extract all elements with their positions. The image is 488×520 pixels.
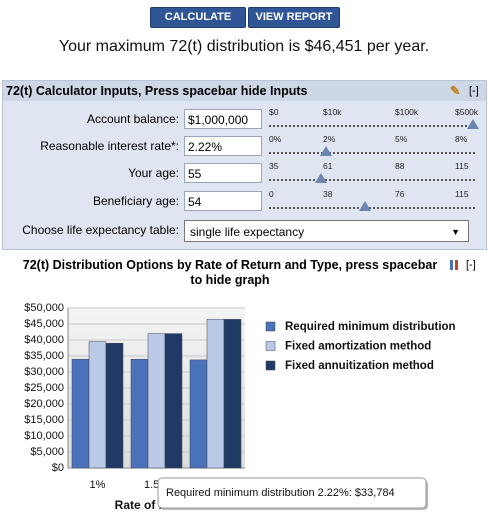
- field-input[interactable]: $1,000,000: [184, 109, 262, 129]
- slider-handle[interactable]: [320, 146, 332, 156]
- bar: [206, 318, 225, 469]
- y-tick-label: $15,000: [24, 414, 64, 426]
- y-tick-label: $25,000: [24, 382, 64, 394]
- slider-tick-label: 88: [395, 161, 405, 171]
- slider-tick-label: 76: [395, 189, 405, 199]
- legend-swatch: [265, 321, 276, 332]
- panel-title: 72(t) Calculator Inputs, Press spacebar …: [6, 84, 308, 98]
- slider-track: [269, 207, 475, 209]
- legend-label: Fixed annuitization method: [285, 360, 434, 372]
- bar: [223, 319, 242, 469]
- y-tick-label: $5,000: [30, 446, 64, 458]
- bar: [189, 359, 208, 469]
- tooltip-text: Required minimum distribution 2.22%: $33…: [166, 487, 395, 499]
- y-tick-label: $30,000: [24, 366, 64, 378]
- slider-tick-label: 5%: [395, 134, 408, 144]
- slider-track: [269, 179, 475, 181]
- inputs-panel: 72(t) Calculator Inputs, Press spacebar …: [2, 80, 487, 250]
- view-report-button[interactable]: VIEW REPORT: [248, 7, 340, 28]
- slider-tick-label: $0: [269, 107, 279, 117]
- slider-handle[interactable]: [359, 201, 371, 211]
- field-input[interactable]: 54: [184, 191, 262, 211]
- x-tick-label: 1%: [90, 479, 106, 491]
- bar: [147, 333, 166, 469]
- y-tick-label: $50,000: [24, 302, 64, 314]
- y-tick-label: $45,000: [24, 318, 64, 330]
- graph-collapse[interactable]: [-]: [466, 259, 476, 271]
- field-label: Beneficiary age:: [92, 194, 179, 208]
- calculate-button[interactable]: CALCULATE: [150, 7, 246, 28]
- graph-title: 72(t) Distribution Options by Rate of Re…: [22, 258, 438, 287]
- slider-tick-label: 38: [323, 189, 333, 199]
- tooltip-box: [157, 477, 427, 509]
- y-tick-label: $0: [52, 462, 64, 474]
- select-arrow: ▼: [451, 227, 460, 237]
- field-label: Reasonable interest rate*:: [40, 139, 179, 153]
- field-input[interactable]: 2.22%: [184, 136, 262, 156]
- bar: [130, 358, 149, 469]
- slider-tick-label: 115: [455, 189, 469, 199]
- bar: [71, 358, 90, 469]
- select-label: Choose life expectancy table:: [22, 223, 179, 237]
- slider-track: [269, 152, 475, 154]
- field-input[interactable]: 55: [184, 163, 262, 183]
- slider-handle[interactable]: [315, 173, 327, 183]
- slider-track: [269, 125, 475, 127]
- y-tick-label: $35,000: [24, 350, 64, 362]
- chart-icon[interactable]: [450, 260, 458, 270]
- collapse-toggle[interactable]: [-]: [469, 85, 479, 97]
- y-tick-label: $40,000: [24, 334, 64, 346]
- slider-tick-label: 2%: [323, 134, 336, 144]
- y-tick-label: $20,000: [24, 398, 64, 410]
- bar: [105, 342, 124, 469]
- select-value: single life expectancy: [190, 225, 305, 239]
- slider-tick-label: 8%: [455, 134, 468, 144]
- field-label: Your age:: [128, 166, 179, 180]
- y-tick-label: $10,000: [24, 430, 64, 442]
- slider-tick-label: 35: [269, 161, 279, 171]
- panel-header: 72(t) Calculator Inputs, Press spacebar …: [3, 81, 486, 101]
- slider-tick-label: $100k: [395, 107, 419, 117]
- field-label: Account balance:: [86, 112, 179, 126]
- slider-tick-label: $10k: [323, 107, 342, 117]
- slider-tick-label: $500k: [455, 107, 479, 117]
- edit-icon[interactable]: ✎: [450, 84, 461, 98]
- legend-label: Required minimum distribution: [285, 321, 456, 333]
- slider-tick-label: 61: [323, 161, 333, 171]
- legend-label: Fixed amortization method: [285, 341, 431, 353]
- result-text: Your maximum 72(t) distribution is $46,4…: [58, 38, 430, 55]
- slider-handle[interactable]: [467, 119, 479, 129]
- slider-tick-label: 0: [269, 189, 274, 199]
- legend-swatch: [265, 341, 276, 351]
- bar: [88, 341, 107, 469]
- life-table-select[interactable]: single life expectancy ▼: [184, 220, 469, 242]
- slider-tick-label: 115: [455, 161, 469, 171]
- slider-tick-label: 0%: [269, 134, 282, 144]
- bar: [164, 333, 183, 469]
- legend-swatch: [265, 360, 276, 371]
